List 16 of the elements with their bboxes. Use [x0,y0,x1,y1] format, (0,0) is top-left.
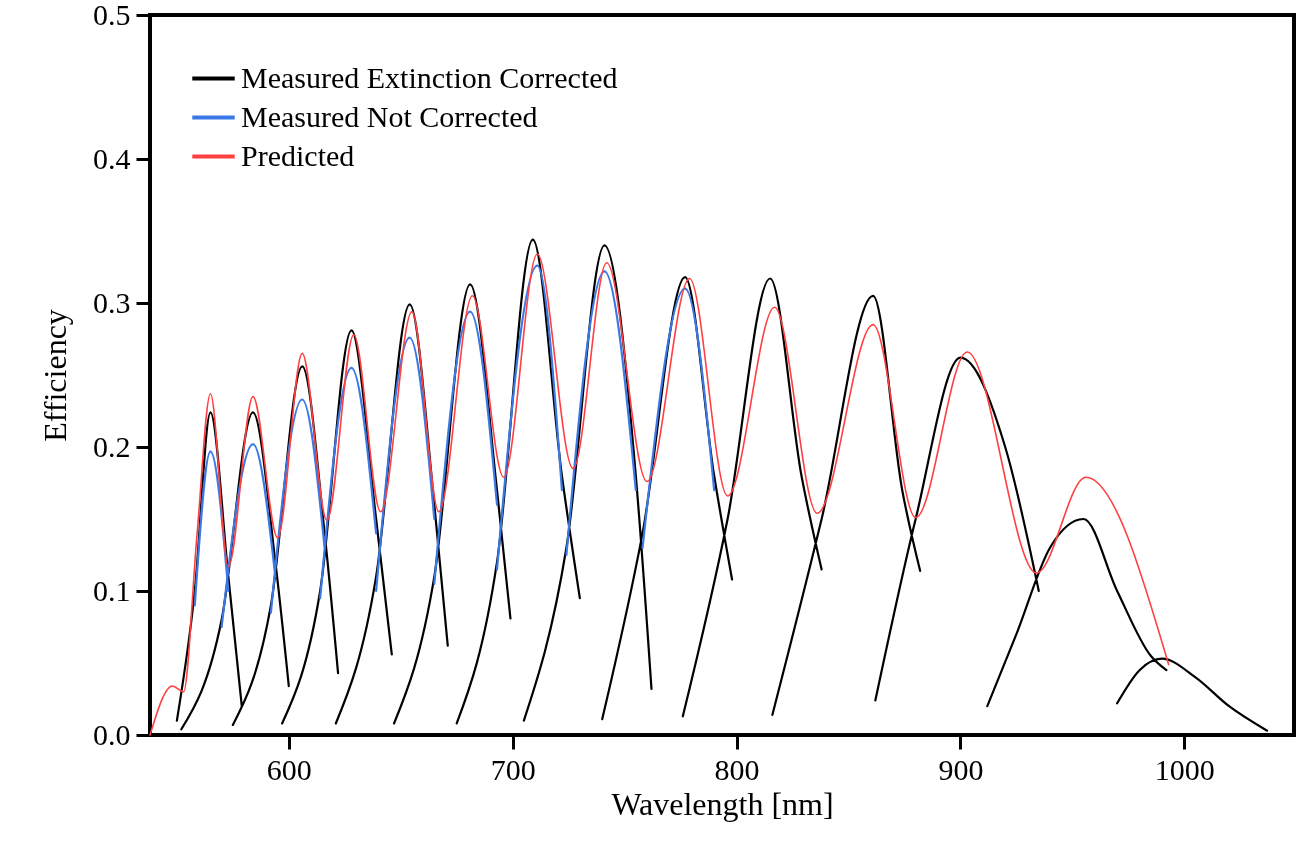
y-tick-label: 0.0 [93,717,131,751]
y-tick-label: 0.3 [93,285,131,319]
y-tick-label: 0.5 [93,0,131,31]
x-tick-label: 800 [714,752,760,786]
x-tick-label: 900 [938,752,984,786]
x-tick-label: 1000 [1154,752,1215,786]
y-tick-label: 0.2 [93,429,131,463]
y-axis-title: Efficiency [37,309,73,442]
legend-label: Predicted [241,138,355,172]
legend-label: Measured Not Corrected [241,99,538,133]
x-axis-title: Wavelength [nm] [611,785,834,822]
y-tick-label: 0.4 [93,141,131,175]
x-tick-label: 700 [490,752,536,786]
legend-label: Measured Extinction Corrected [241,60,618,94]
x-tick-label: 600 [266,752,312,786]
y-tick-label: 0.1 [93,573,131,607]
